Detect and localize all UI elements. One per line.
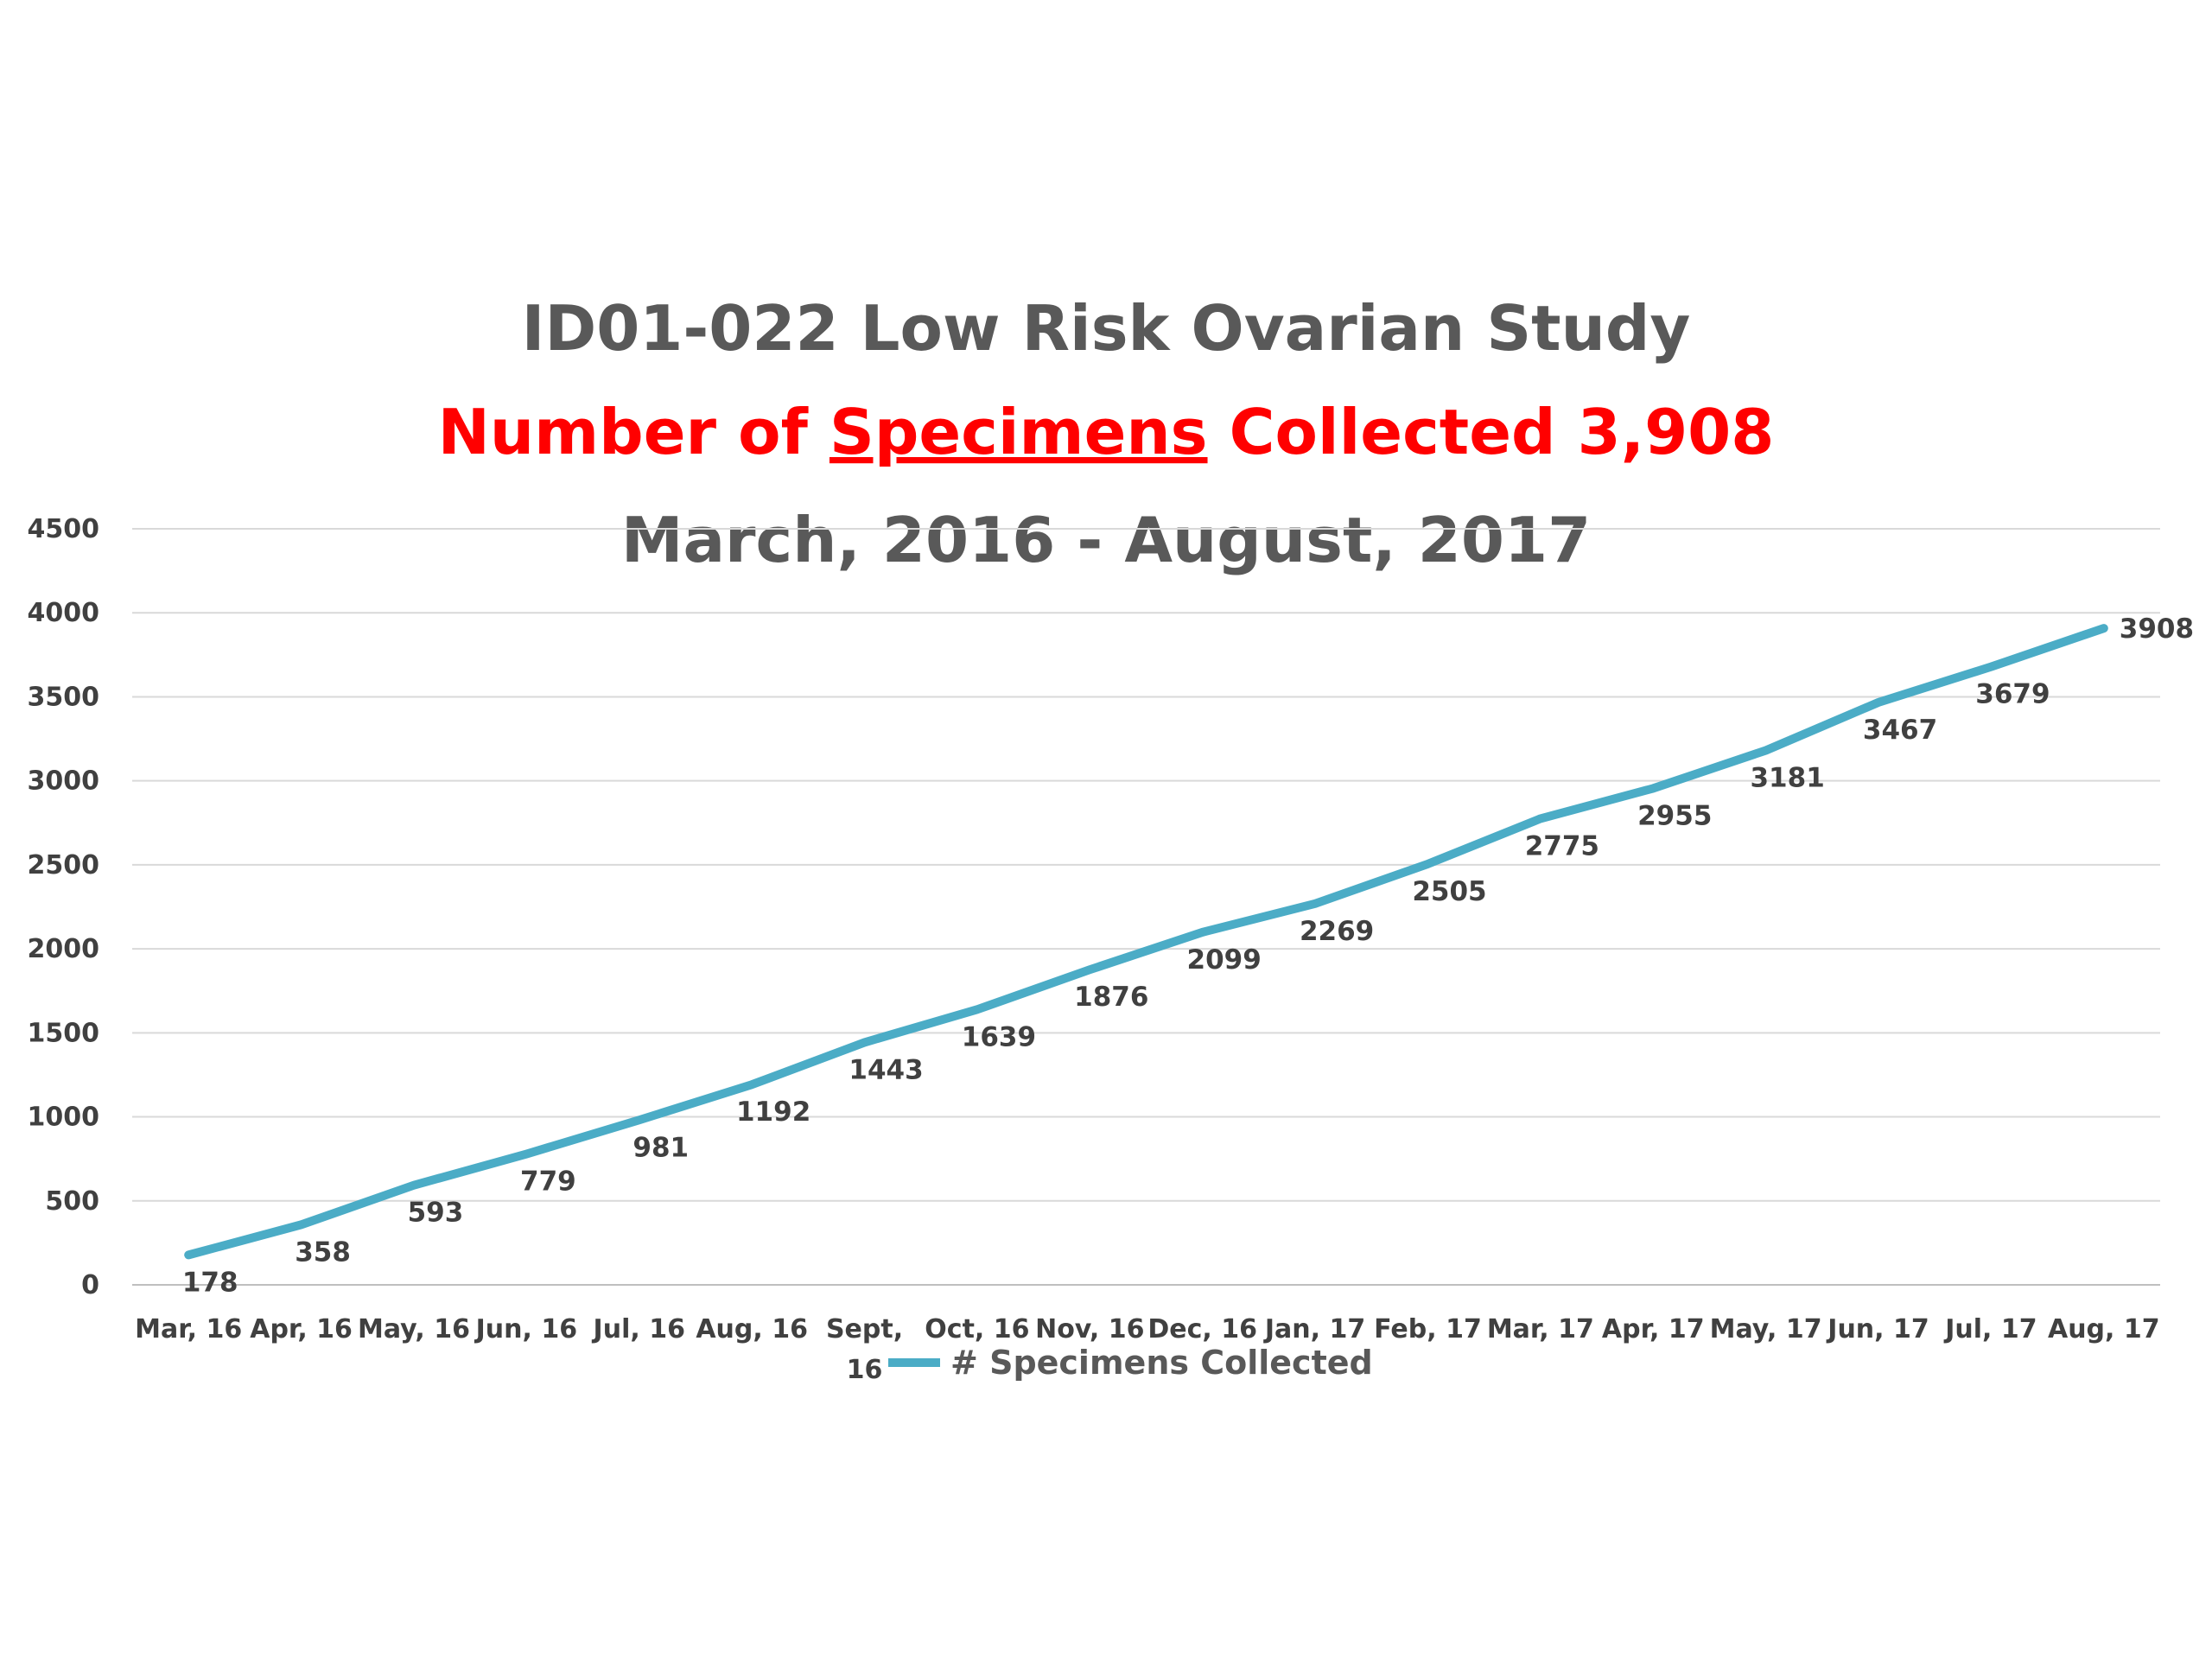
data-label: 593 xyxy=(408,1198,464,1229)
data-label: 1443 xyxy=(849,1054,923,1085)
data-label: 2955 xyxy=(1637,800,1712,831)
y-tick-label: 0 xyxy=(81,1270,99,1300)
data-label: 2775 xyxy=(1525,830,1599,861)
x-tick-label: May, 16 xyxy=(358,1314,470,1344)
y-tick-label: 4500 xyxy=(28,514,100,544)
x-tick-label: Aug, 17 xyxy=(2048,1314,2160,1344)
data-label: 2505 xyxy=(1412,876,1486,907)
x-tick-label: Aug, 16 xyxy=(696,1314,808,1344)
chart-title: ID01-022 Low Risk Ovarian Study xyxy=(522,292,1691,365)
subtitle-suffix: Collected 3,908 xyxy=(1208,396,1775,468)
y-tick-label: 500 xyxy=(45,1186,99,1217)
data-label: 3908 xyxy=(2120,613,2194,645)
y-tick-label: 2000 xyxy=(28,934,100,964)
y-tick-label: 3000 xyxy=(28,766,100,797)
data-label: 1639 xyxy=(962,1021,1036,1052)
data-label: 178 xyxy=(182,1267,238,1298)
chart-subtitle: Number of Specimens Collected 3,908 xyxy=(438,396,1775,468)
x-tick-label: Sept, 16 xyxy=(826,1314,903,1385)
data-point xyxy=(1536,814,1545,823)
y-tick-label: 1000 xyxy=(28,1103,100,1133)
chart-title-group: ID01-022 Low Risk Ovarian Study Number o… xyxy=(438,292,1775,576)
x-tick-label: Apr, 16 xyxy=(250,1314,353,1344)
subtitle-underlined: Specimens xyxy=(830,396,1208,468)
data-point xyxy=(1311,899,1319,908)
data-label: 3467 xyxy=(1863,715,1937,746)
data-point xyxy=(1874,698,1883,707)
data-labels: 178 358 593 779 981 1192 1443 1639 1876 2099 2269 2… xyxy=(182,613,2194,1298)
data-label: 2099 xyxy=(1187,944,1262,976)
data-point xyxy=(861,1038,869,1046)
series-line xyxy=(184,624,2108,1260)
data-point xyxy=(1649,784,1657,792)
data-label: 3679 xyxy=(1975,679,2050,710)
x-tick-label: Jun, 16 xyxy=(474,1314,577,1344)
x-tick-label: Jun, 17 xyxy=(1826,1314,1929,1344)
data-label: 3181 xyxy=(1750,762,1824,793)
y-tick-label: 3500 xyxy=(28,682,100,712)
data-point xyxy=(522,1150,531,1159)
chart-date-range: March, 2016 - August, 2017 xyxy=(621,504,1591,576)
data-point xyxy=(1423,860,1432,868)
data-point xyxy=(410,1181,418,1190)
y-axis: 0 500 1000 1500 2000 2500 3000 3500 4000 4500 xyxy=(28,514,100,1300)
x-tick-label: Dec, 16 xyxy=(1147,1314,1257,1344)
data-point xyxy=(747,1080,756,1089)
y-tick-label: 4000 xyxy=(28,598,100,628)
x-tick-label: Feb, 17 xyxy=(1374,1314,1482,1344)
data-label: 779 xyxy=(520,1166,576,1198)
x-tick-label: Oct, 16 xyxy=(925,1314,1029,1344)
x-tick-label: May, 17 xyxy=(1710,1314,1822,1344)
x-axis: Mar, 16 Apr, 16 May, 16 Jun, 16 Jul, 16 Aug, … xyxy=(135,1314,2159,1385)
data-point xyxy=(1762,746,1770,754)
x-tick-label: Jul, 17 xyxy=(1943,1314,2037,1344)
x-tick-label: Mar, 17 xyxy=(1487,1314,1594,1344)
data-label: 358 xyxy=(295,1236,351,1268)
x-tick-label: Jan, 17 xyxy=(1263,1314,1365,1344)
x-tick-label: Apr, 17 xyxy=(1602,1314,1705,1344)
data-point xyxy=(2100,624,2108,632)
data-point xyxy=(1085,965,1094,974)
data-label: 981 xyxy=(632,1132,689,1163)
data-point xyxy=(1986,663,1995,671)
x-tick-label: Jul, 16 xyxy=(592,1314,685,1344)
data-label: 1192 xyxy=(736,1096,810,1128)
x-tick-label: Mar, 16 xyxy=(135,1314,242,1344)
y-tick-label: 2500 xyxy=(28,850,100,880)
data-point xyxy=(973,1005,982,1014)
gridlines xyxy=(132,528,2160,1286)
data-point xyxy=(297,1220,306,1229)
series-layer xyxy=(184,624,2108,1260)
data-label: 1876 xyxy=(1074,982,1148,1013)
x-tick-label: Nov, 16 xyxy=(1035,1314,1144,1344)
data-point xyxy=(635,1116,644,1124)
legend: # Specimens Collected xyxy=(888,1344,1373,1382)
data-label: 2269 xyxy=(1300,916,1374,947)
subtitle-prefix: Number of xyxy=(438,396,830,468)
data-point xyxy=(184,1250,193,1259)
legend-label: # Specimens Collected xyxy=(950,1344,1373,1382)
y-tick-label: 1500 xyxy=(28,1018,100,1048)
data-point xyxy=(1198,928,1207,937)
